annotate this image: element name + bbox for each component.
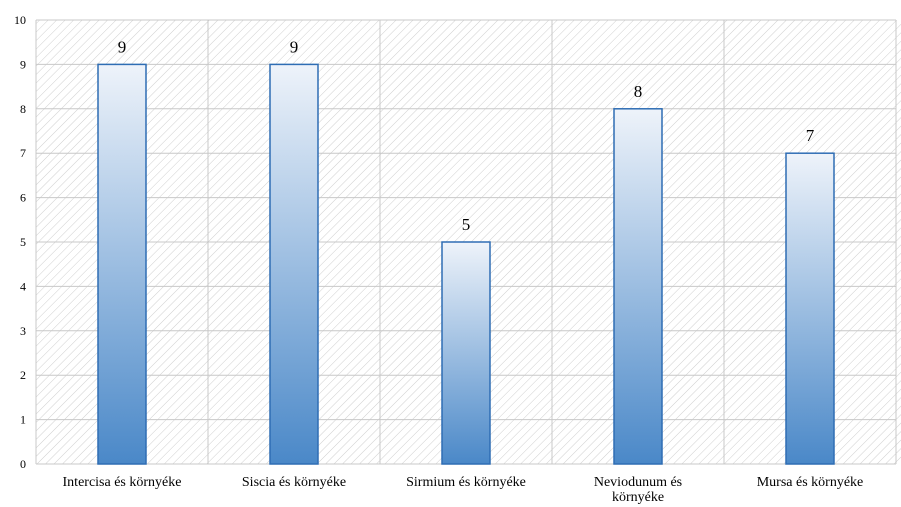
x-tick-label: környéke xyxy=(612,490,664,505)
bar xyxy=(97,63,147,465)
x-tick-label: Intercisa és környéke xyxy=(63,475,182,490)
x-tick-label: Mursa és környéke xyxy=(757,475,864,490)
data-labels: 9 9 5 8 7 xyxy=(118,37,815,234)
y-tick-label: 0 xyxy=(20,457,26,471)
bar xyxy=(613,108,663,465)
bars xyxy=(97,63,835,465)
y-tick-label: 10 xyxy=(14,13,26,27)
x-tick-label: Neviodunum és xyxy=(594,475,682,490)
bar-value-label: 8 xyxy=(634,82,643,101)
y-axis-ticks: 0 1 2 3 4 5 6 7 8 9 10 xyxy=(14,13,26,471)
y-tick-label: 1 xyxy=(20,413,26,427)
bar xyxy=(441,241,491,465)
x-axis-ticks: Intercisa és környéke Siscia és környéke S… xyxy=(63,475,864,505)
y-tick-label: 9 xyxy=(20,57,26,71)
y-tick-label: 2 xyxy=(20,368,26,382)
bar-value-label: 7 xyxy=(806,126,815,145)
bar-value-label: 5 xyxy=(462,215,471,234)
bar xyxy=(269,63,319,465)
y-tick-label: 7 xyxy=(20,146,26,160)
bar-value-label: 9 xyxy=(118,37,127,56)
y-tick-label: 6 xyxy=(20,191,26,205)
y-tick-label: 3 xyxy=(20,324,26,338)
y-tick-label: 8 xyxy=(20,102,26,116)
x-tick-label: Sirmium és környéke xyxy=(406,475,526,490)
bar-value-label: 9 xyxy=(290,37,299,56)
y-tick-label: 5 xyxy=(20,235,26,249)
x-tick-label: Siscia és környéke xyxy=(242,475,346,490)
y-tick-label: 4 xyxy=(20,279,26,293)
bar xyxy=(785,152,835,465)
